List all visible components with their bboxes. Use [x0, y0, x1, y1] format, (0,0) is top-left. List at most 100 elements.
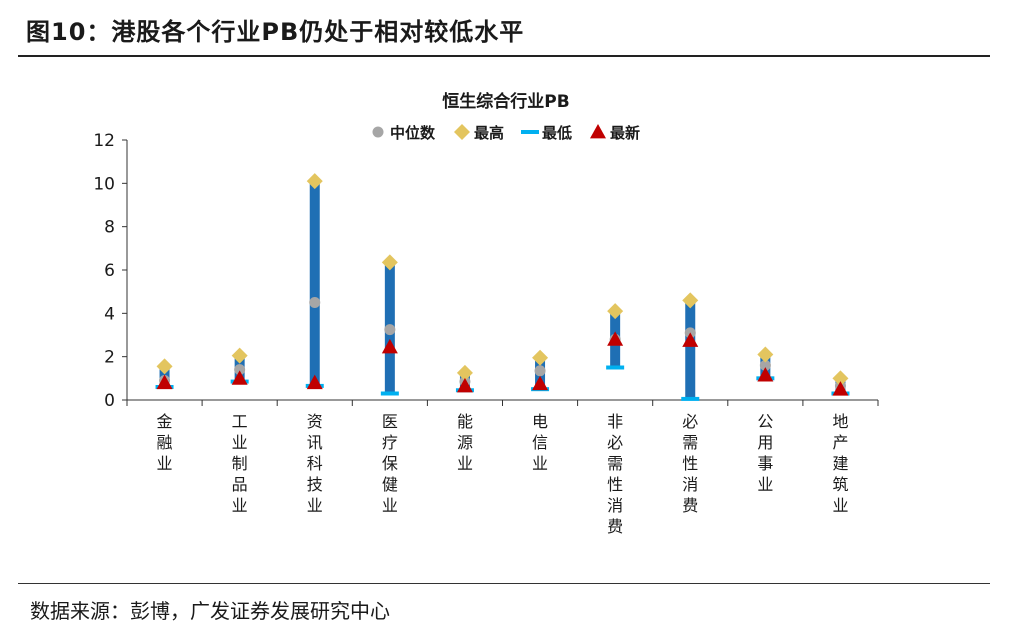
y-tick-label: 6	[104, 261, 115, 281]
legend-marker-dash	[521, 130, 539, 134]
marker-diamond	[231, 347, 248, 364]
x-category-char: 筑	[832, 475, 848, 494]
x-category-char: 业	[232, 433, 248, 452]
marker-circle	[534, 365, 546, 377]
legend-label: 中位数	[390, 124, 436, 142]
x-category-char: 地	[832, 412, 848, 431]
top-rule	[18, 55, 990, 57]
marker-diamond	[381, 254, 398, 271]
x-category-char: 必	[682, 412, 698, 431]
marker-diamond	[532, 349, 549, 366]
marker-triangle	[306, 374, 323, 390]
marker-diamond	[607, 303, 624, 320]
x-category-char: 制	[232, 454, 248, 473]
x-category-char: 性	[682, 454, 698, 473]
x-category-char: 信	[532, 433, 548, 452]
marker-triangle	[832, 381, 849, 396]
x-category-char: 疗	[382, 433, 398, 452]
x-category-char: 建	[832, 454, 848, 473]
x-category-char: 医	[382, 412, 398, 431]
y-axis: 0 2 4 6 8 10 12	[93, 131, 128, 411]
marker-diamond	[156, 358, 173, 375]
x-category-char: 讯	[307, 433, 323, 452]
marker-circle	[384, 324, 396, 336]
x-category-char: 金	[157, 412, 173, 431]
x-category-char: 工	[232, 412, 248, 431]
x-category-char: 需	[607, 454, 623, 473]
bottom-rule	[18, 583, 990, 584]
x-category-char: 能	[457, 412, 473, 431]
marker-circle	[759, 359, 771, 371]
marker-diamond	[682, 292, 699, 309]
legend-marker-diamond	[454, 124, 470, 140]
marker-triangle	[456, 377, 473, 393]
marker-dash	[380, 391, 399, 396]
range-bars	[159, 181, 846, 399]
range-bar	[309, 181, 320, 386]
x-category-char: 技	[307, 475, 323, 494]
figure-title: 图10：港股各个行业PB仍处于相对较低水平	[26, 18, 525, 46]
legend-label: 最高	[474, 124, 504, 142]
x-category-char: 业	[832, 496, 848, 515]
x-category-char: 电	[532, 412, 548, 431]
x-category-char: 事	[757, 454, 773, 473]
marker-dash	[606, 365, 625, 370]
x-category-char: 保	[382, 454, 398, 473]
legend-label: 最新	[610, 124, 640, 142]
chart-title: 恒生综合行业PB	[442, 91, 569, 112]
x-category-char: 健	[382, 475, 398, 494]
x-category-char: 融	[157, 433, 173, 452]
y-tick-label: 8	[104, 218, 115, 238]
marker-circle	[309, 297, 321, 308]
range-bar	[685, 300, 696, 399]
x-category-char: 业	[232, 496, 248, 515]
chart-legend: 中位数 最高 最低 最新	[372, 124, 640, 142]
marker-dash	[681, 396, 700, 401]
x-category-char: 用	[757, 433, 773, 452]
x-category-char: 必	[607, 433, 623, 452]
marker-diamond	[757, 346, 774, 363]
y-tick-label: 0	[104, 391, 115, 411]
x-category-char: 需	[682, 433, 698, 452]
marker-triangle	[532, 375, 549, 391]
marker-circle	[234, 364, 246, 376]
x-category-char: 资	[307, 412, 323, 431]
x-category-char: 公	[757, 412, 773, 431]
marker-triangle	[231, 370, 248, 385]
marker-triangle	[156, 374, 173, 390]
x-category-char: 业	[757, 475, 773, 494]
x-category-char: 业	[457, 454, 473, 473]
x-category-char: 科	[307, 454, 323, 473]
marker-triangle	[381, 338, 398, 354]
marker-diamond	[306, 173, 323, 190]
x-category-char: 业	[157, 454, 173, 473]
x-category-char: 源	[457, 433, 473, 452]
data-markers	[155, 173, 850, 401]
x-category-char: 品	[232, 475, 248, 494]
marker-triangle	[607, 331, 624, 346]
marker-diamond	[456, 364, 473, 381]
x-category-char: 费	[682, 496, 698, 515]
y-tick-label: 4	[104, 304, 115, 324]
marker-triangle	[757, 367, 774, 382]
legend-marker-circle	[372, 126, 384, 138]
legend-marker-triangle	[590, 124, 606, 139]
y-tick-label: 12	[93, 131, 115, 151]
y-tick-label: 10	[93, 174, 115, 194]
x-category-char: 消	[607, 496, 623, 515]
x-category-char: 非	[607, 412, 623, 431]
y-tick-label: 2	[104, 348, 115, 368]
x-category-char: 费	[607, 517, 623, 536]
x-category-char: 产	[832, 433, 848, 452]
marker-diamond	[832, 370, 849, 387]
x-category-char: 消	[682, 475, 698, 494]
